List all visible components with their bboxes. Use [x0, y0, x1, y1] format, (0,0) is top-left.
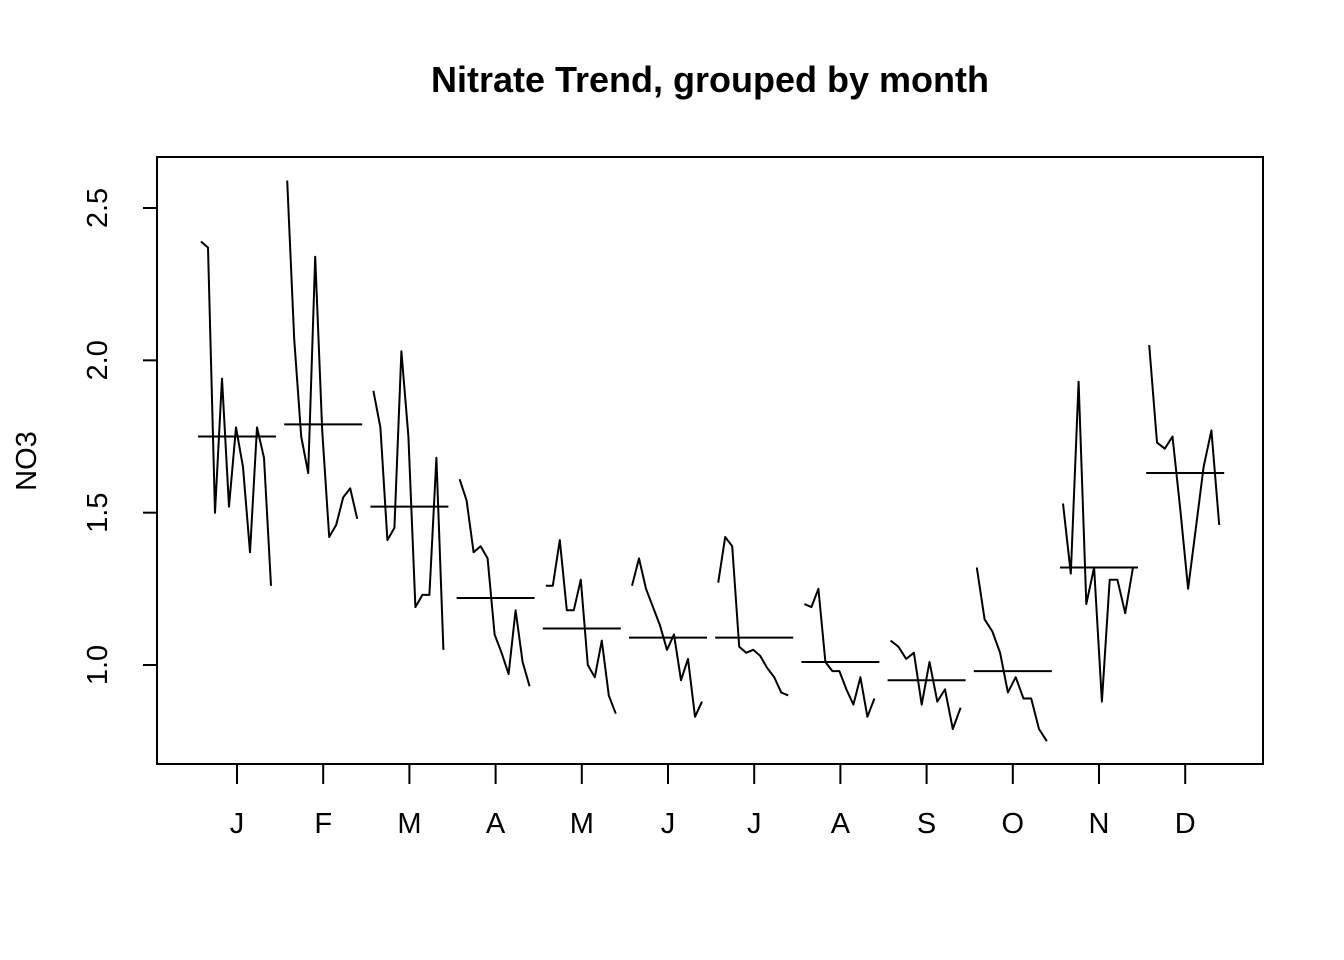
y-tick-label: 1.5 [82, 493, 114, 533]
month-series-group [198, 180, 1225, 742]
x-tick-label: M [397, 808, 421, 840]
month-series-line [545, 539, 617, 715]
month-series-line [631, 557, 703, 718]
x-tick-label: J [230, 808, 245, 840]
x-tick-label: J [747, 808, 762, 840]
x-tick-label: F [314, 808, 332, 840]
month-series-line [1148, 345, 1221, 590]
x-tick-label: N [1089, 808, 1110, 840]
x-tick-label: S [917, 808, 936, 840]
y-tick-label: 1.0 [82, 645, 114, 685]
y-axis: 1.0 1.5 2.0 2.5 [82, 188, 157, 685]
y-axis-label: NO3 [11, 431, 43, 491]
x-tick-label: A [486, 808, 506, 840]
month-series-line [804, 587, 876, 718]
x-tick-label: A [831, 808, 851, 840]
month-series-line [200, 240, 272, 586]
month-series-line [286, 180, 359, 538]
month-series-line [372, 350, 445, 650]
month-series-line [458, 478, 531, 687]
month-series-line [1062, 380, 1134, 703]
chart-title: Nitrate Trend, grouped by month [431, 59, 989, 100]
month-series-line [889, 639, 962, 730]
y-tick-label: 2.0 [82, 340, 114, 380]
month-series-line [975, 567, 1048, 742]
x-tick-label: D [1175, 808, 1196, 840]
x-tick-label: J [661, 808, 676, 840]
x-tick-label: O [1002, 808, 1025, 840]
month-series-line [717, 536, 789, 697]
y-tick-label: 2.5 [82, 188, 114, 228]
x-tick-label: M [570, 808, 594, 840]
plot-frame [156, 156, 1264, 765]
